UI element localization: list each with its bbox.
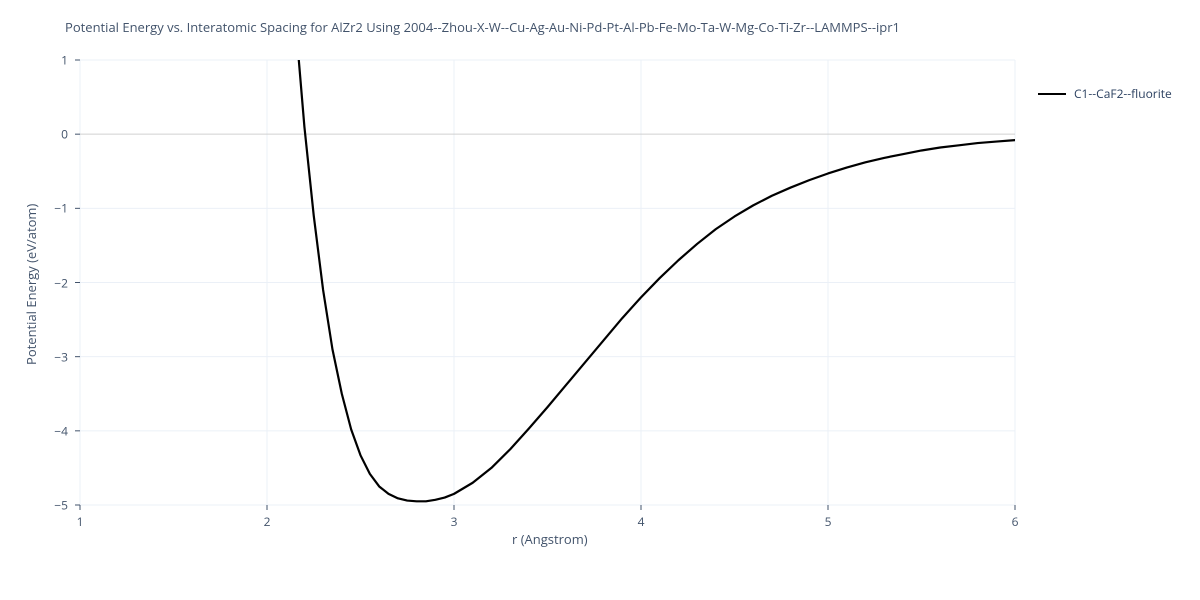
x-tick-label: 1 (77, 513, 84, 530)
x-tick-label: 4 (638, 513, 645, 530)
y-tick-label: −4 (54, 422, 68, 439)
chart-title: Potential Energy vs. Interatomic Spacing… (65, 18, 900, 36)
plot-area[interactable] (60, 50, 1055, 525)
y-tick-label: 1 (61, 52, 68, 69)
y-tick-label: −5 (54, 497, 68, 514)
chart-container: Potential Energy vs. Interatomic Spacing… (0, 0, 1200, 600)
x-tick-label: 6 (1012, 513, 1019, 530)
legend-item-label: C1--CaF2--fluorite (1074, 85, 1172, 102)
x-tick-label: 2 (264, 513, 271, 530)
x-tick-label: 5 (825, 513, 832, 530)
legend-swatch (1038, 93, 1066, 95)
y-tick-label: −1 (54, 200, 68, 217)
x-axis-label: r (Angstrom) (512, 530, 588, 548)
y-axis-label: Potential Energy (eV/atom) (22, 204, 40, 365)
y-tick-label: 0 (61, 126, 68, 143)
y-tick-label: −3 (54, 348, 68, 365)
legend[interactable]: C1--CaF2--fluorite (1038, 85, 1172, 102)
x-tick-label: 3 (451, 513, 458, 530)
y-tick-label: −2 (54, 274, 68, 291)
